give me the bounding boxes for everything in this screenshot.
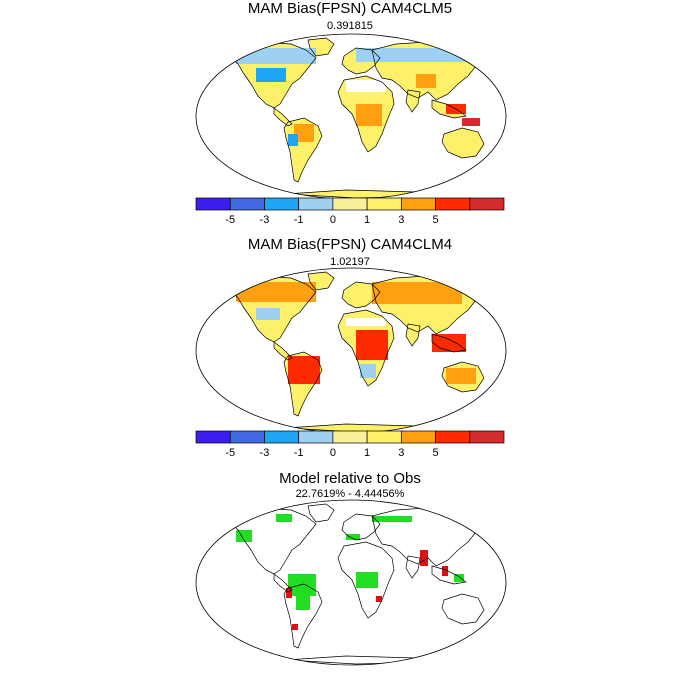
map-panel-1 (195, 33, 507, 200)
colorbar-swatch (298, 197, 334, 211)
degraded-patches (286, 550, 448, 630)
colorbar-label: 5 (432, 447, 438, 459)
colorbar-swatch (400, 430, 436, 444)
colorbar-label: -3 (260, 214, 270, 226)
map-panel-2 (195, 267, 507, 434)
colorbar-label: 1 (364, 214, 370, 226)
colorbar-swatch (435, 197, 471, 211)
colorbar-swatch (229, 430, 265, 444)
bias-patches-2 (236, 282, 476, 384)
colorbar-label: -1 (294, 447, 304, 459)
colorbar-swatch (332, 430, 368, 444)
bias-patches-1 (236, 48, 480, 146)
colorbar-label: 5 (432, 214, 438, 226)
colorbar-swatch (298, 430, 334, 444)
colorbar-swatch (400, 197, 436, 211)
colorbar-swatch (332, 197, 368, 211)
colorbar-swatch (366, 197, 402, 211)
colorbar-label: 3 (398, 214, 404, 226)
panel3-subtitle: 22.7619% - 4.44456% (295, 488, 405, 500)
colorbar-swatch (469, 430, 505, 444)
colorbar-label: -5 (225, 214, 235, 226)
colorbar-label: 0 (330, 447, 336, 459)
colorbar-swatch (366, 430, 402, 444)
panel3-title: Model relative to Obs (279, 470, 421, 487)
map-frame-3 (195, 499, 507, 666)
colorbar-swatch (195, 430, 231, 444)
colorbar-label: 1 (364, 447, 370, 459)
colorbar-label: -5 (225, 447, 235, 459)
colorbar-label: 0 (330, 214, 336, 226)
colorbar-swatch (195, 197, 231, 211)
colorbar-2: -5 -3 -1 0 1 3 5 (195, 430, 505, 459)
colorbar-swatch (264, 197, 300, 211)
colorbar-1: -5 -3 -1 0 1 3 5 (195, 197, 505, 226)
colorbar-swatch (435, 430, 471, 444)
improved-patches (236, 514, 464, 610)
colorbar-label: -1 (294, 214, 304, 226)
panel1-title: MAM Bias(FPSN) CAM4CLM5 (247, 0, 453, 17)
colorbar-label: 3 (398, 447, 404, 459)
colorbar-label: -3 (260, 447, 270, 459)
panel2-subtitle: 1.02197 (330, 256, 370, 268)
colorbar-swatch (229, 197, 265, 211)
panel1-subtitle: 0.391815 (327, 20, 373, 32)
panel2-title: MAM Bias(FPSN) CAM4CLM4 (247, 236, 453, 253)
colorbar-swatch (469, 197, 505, 211)
map-panel-3 (195, 499, 507, 666)
colorbar-swatch (264, 430, 300, 444)
